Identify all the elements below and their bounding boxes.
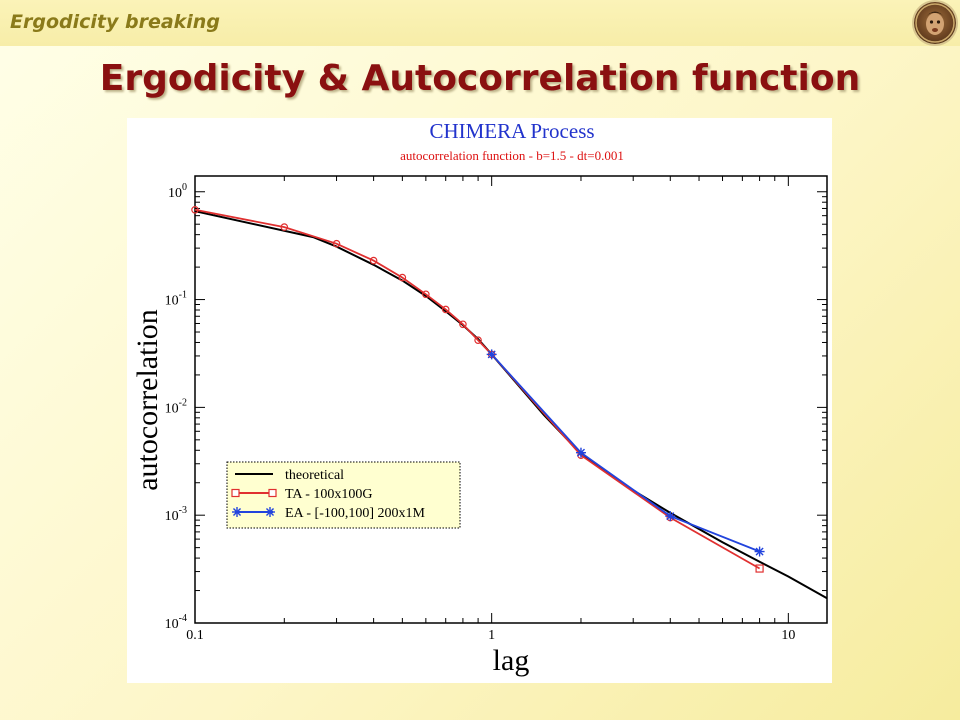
legend-item: EA - [-100,100] 200x1M (232, 506, 426, 521)
y-tick-label: 10-3 (165, 505, 187, 524)
data-point (441, 305, 450, 314)
legend-marker (232, 507, 242, 517)
chart-subtitle: autocorrelation function - b=1.5 - dt=0.… (400, 148, 624, 163)
data-point (398, 273, 407, 282)
series-line (491, 353, 760, 553)
legend-items: theoretical TA - 100x100G EA - [-100,100] … (231, 468, 426, 521)
data-series (191, 206, 828, 600)
x-tick-label: 1 (488, 628, 495, 643)
y-tick-label: 10-1 (165, 290, 187, 309)
chart-title: CHIMERA Process (429, 119, 594, 143)
y-tick-label: 10-2 (165, 397, 187, 416)
star-stroke (666, 512, 675, 521)
data-point (369, 256, 378, 265)
data-point (459, 320, 467, 329)
legend-item: TA - 100x100G (231, 487, 373, 502)
data-point (332, 239, 341, 248)
legend-marker (231, 488, 240, 498)
autocorrelation-chart: CHIMERA Process autocorrelation function… (131, 119, 828, 677)
chart-legend: theoretical TA - 100x100G EA - [-100,100] … (226, 461, 461, 529)
star-stroke (755, 547, 764, 556)
star-stroke (576, 448, 586, 457)
slide-header-bar: Ergodicity breaking (0, 0, 960, 46)
chart-panel: CHIMERA Process autocorrelation function… (127, 118, 832, 683)
data-point (486, 349, 497, 360)
axis-tick-labels: 0.1 1 10 100 10-1 10-2 10-3 10-4 (165, 182, 796, 643)
section-label: Ergodicity breaking (10, 11, 220, 33)
data-point (474, 336, 482, 344)
slide-title: Ergodicity & Autocorrelation function (99, 58, 861, 99)
legend-label: TA - 100x100G (285, 487, 373, 502)
y-tick-label: 10-4 (165, 613, 187, 632)
x-axis-label: lag (493, 644, 530, 677)
legend-item: theoretical (235, 468, 344, 483)
star-stroke (487, 350, 496, 359)
data-point (422, 290, 430, 299)
medallion-portrait-icon (914, 2, 956, 44)
legend-label: EA - [-100,100] 200x1M (285, 506, 426, 521)
star-stroke (265, 507, 275, 517)
legend-label: theoretical (285, 468, 344, 483)
y-axis-label: autocorrelation (131, 309, 164, 491)
star-stroke (232, 507, 242, 517)
y-tick-label: 100 (168, 182, 187, 201)
x-tick-label: 0.1 (186, 628, 204, 643)
data-point (280, 223, 289, 231)
series-ea-100-100-200x1m (486, 349, 765, 557)
legend-marker (265, 507, 275, 517)
data-point (575, 447, 586, 458)
axis-ticks (194, 176, 827, 624)
plot-frame (194, 175, 828, 624)
x-tick-label: 10 (781, 628, 795, 643)
legend-marker (268, 488, 277, 498)
data-point (754, 546, 765, 557)
data-point (755, 564, 764, 573)
data-point (665, 511, 676, 522)
data-point (191, 206, 199, 214)
